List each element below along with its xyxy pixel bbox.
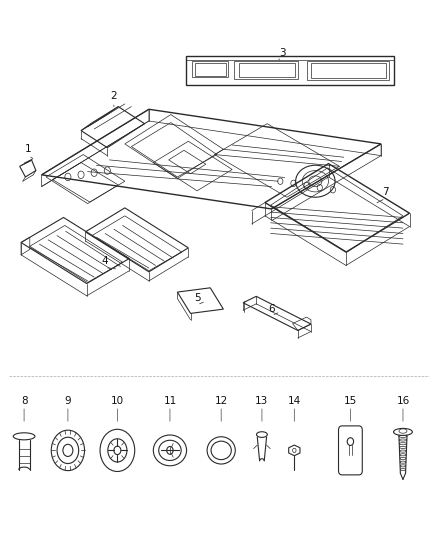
Text: 4: 4 <box>102 256 109 266</box>
Text: 11: 11 <box>163 396 177 406</box>
Text: 12: 12 <box>215 396 228 406</box>
Text: 5: 5 <box>194 294 201 303</box>
Text: 6: 6 <box>268 304 275 314</box>
Text: 16: 16 <box>396 396 410 406</box>
Text: 2: 2 <box>110 91 117 101</box>
Text: 1: 1 <box>25 144 32 154</box>
Text: 10: 10 <box>111 396 124 406</box>
Text: 14: 14 <box>288 396 301 406</box>
Text: 7: 7 <box>382 187 389 197</box>
Text: 9: 9 <box>64 396 71 406</box>
Text: 8: 8 <box>21 396 28 406</box>
Text: 15: 15 <box>344 396 357 406</box>
Text: 3: 3 <box>279 49 286 58</box>
Text: 13: 13 <box>255 396 268 406</box>
